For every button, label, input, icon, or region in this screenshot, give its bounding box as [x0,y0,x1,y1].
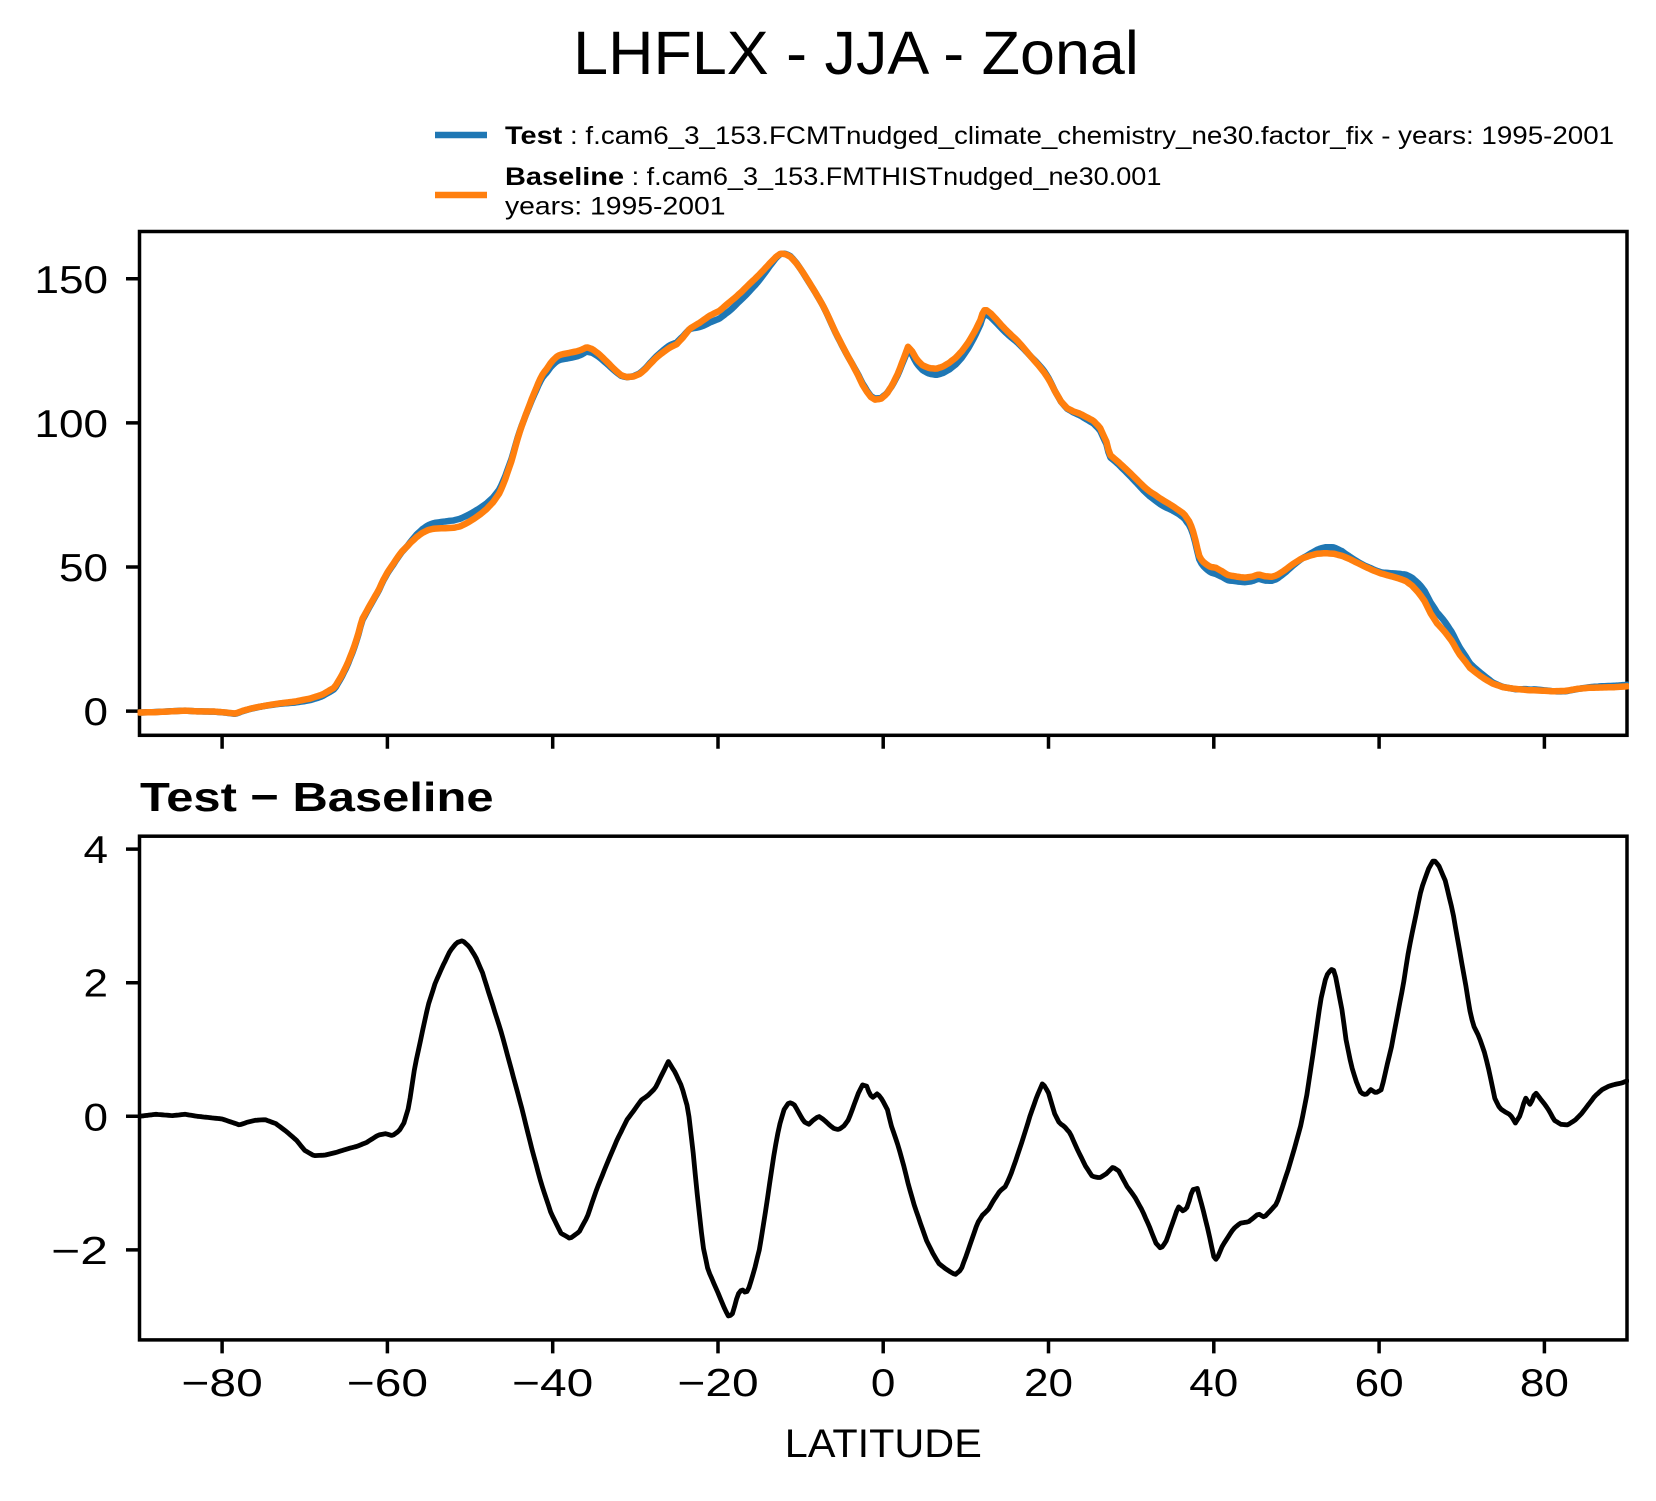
svg-text:−80: −80 [181,1362,262,1405]
svg-text:100: 100 [35,403,109,446]
svg-text:LHFLX - JJA - Zonal: LHFLX - JJA - Zonal [573,19,1139,88]
svg-text:4: 4 [84,829,109,872]
svg-text:−2: −2 [51,1230,108,1273]
svg-text:40: 40 [1189,1362,1238,1405]
svg-text:LATITUDE: LATITUDE [785,1422,982,1466]
svg-text:: f.cam6_3_153.FMTHISTnudged_n: : f.cam6_3_153.FMTHISTnudged_ne30.001 [624,163,1161,191]
svg-text:Test − Baseline: Test − Baseline [140,774,494,820]
svg-text:50: 50 [59,547,108,590]
svg-text:−40: −40 [512,1362,593,1405]
svg-text:60: 60 [1355,1362,1404,1405]
svg-text:0: 0 [84,1096,109,1139]
svg-text:−60: −60 [347,1362,428,1405]
svg-text:80: 80 [1520,1362,1569,1405]
svg-text:2: 2 [84,963,109,1006]
svg-text:−20: −20 [677,1362,758,1405]
svg-text:0: 0 [871,1362,896,1405]
svg-text:Baseline: Baseline [505,163,624,191]
svg-text:: f.cam6_3_153.FCMTnudged_clim: : f.cam6_3_153.FCMTnudged_climate_chemis… [562,122,1614,150]
svg-text:0: 0 [84,691,109,734]
svg-text:20: 20 [1024,1362,1073,1405]
svg-text:150: 150 [35,259,109,302]
svg-text:Test: Test [505,122,562,150]
svg-text:years: 1995-2001: years: 1995-2001 [505,193,726,221]
